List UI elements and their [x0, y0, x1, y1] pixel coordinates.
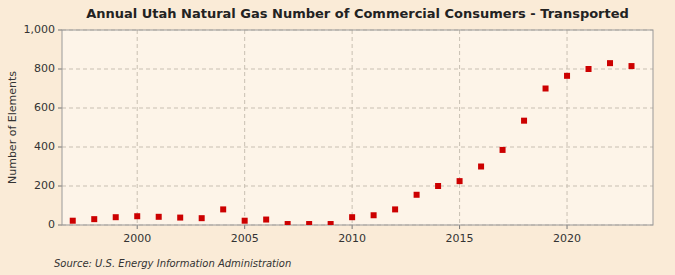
y-tick-label: 200: [34, 179, 55, 192]
x-grid-line: [567, 30, 568, 225]
y-grid-line: [62, 69, 653, 70]
axes: 0 200 400 600 800 1,000 2000 2005 2010 2015 2020: [24, 23, 654, 245]
point: [371, 212, 377, 218]
y-tick: [58, 225, 62, 226]
point: [242, 218, 248, 224]
point: [478, 164, 484, 170]
point: [564, 73, 570, 79]
point: [586, 66, 592, 72]
grid: [62, 30, 653, 225]
title: Annual Utah Natural Gas Number of Commer…: [86, 6, 629, 21]
x-tick-label: 2020: [553, 232, 581, 245]
point: [156, 214, 162, 220]
point: [457, 178, 463, 184]
point: [500, 147, 506, 153]
point: [328, 221, 334, 225]
x-grid-line: [137, 30, 138, 225]
x-grid-line: [459, 30, 460, 225]
y-grid-line: [62, 186, 653, 187]
x-tick-label: 2000: [123, 232, 151, 245]
point: [543, 86, 549, 92]
y-tick: [58, 147, 62, 148]
point: [435, 183, 441, 189]
x-grid-line: [244, 30, 245, 225]
plot-frame: [62, 30, 653, 225]
x-tick-label: 2015: [446, 232, 474, 245]
point: [607, 60, 613, 66]
source-annotation: Source: U.S. Energy Information Administ…: [54, 258, 291, 269]
y-tick-label: 400: [34, 140, 55, 153]
y-axis-label: Number of Elements: [6, 71, 19, 184]
plot-background: [62, 30, 653, 225]
chart-container: 0 200 400 600 800 1,000 2000 2005 2010 2015 2020 An…: [0, 0, 675, 275]
y-tick-label: 800: [34, 62, 55, 75]
x-tick: [244, 225, 245, 229]
y-grid-line: [62, 147, 653, 148]
x-grid-line: [352, 30, 353, 225]
point: [263, 217, 269, 223]
point: [285, 221, 291, 225]
y-tick-label: 600: [34, 101, 55, 114]
point: [199, 215, 205, 221]
y-grid-line: [62, 108, 653, 109]
x-tick: [137, 225, 138, 229]
point: [91, 216, 97, 222]
point: [134, 213, 140, 219]
point: [392, 206, 398, 212]
point: [177, 215, 183, 221]
y-tick-label: 1,000: [24, 23, 56, 36]
point: [414, 192, 420, 198]
y-tick: [58, 69, 62, 70]
y-tick: [58, 108, 62, 109]
point: [113, 214, 119, 220]
point: [349, 214, 355, 220]
point: [521, 118, 527, 124]
x-tick-label: 2005: [231, 232, 259, 245]
y-tick: [58, 30, 62, 31]
chart-svg: 0 200 400 600 800 1,000 2000 2005 2010 2015 2020 An…: [0, 0, 675, 275]
x-tick: [352, 225, 353, 229]
x-tick-label: 2010: [338, 232, 366, 245]
x-tick: [567, 225, 568, 229]
points: [70, 60, 635, 225]
point: [306, 221, 312, 225]
point: [220, 206, 226, 212]
y-tick-label: 0: [48, 218, 55, 231]
point: [70, 218, 76, 224]
x-tick: [459, 225, 460, 229]
y-tick: [58, 186, 62, 187]
point: [629, 63, 635, 69]
